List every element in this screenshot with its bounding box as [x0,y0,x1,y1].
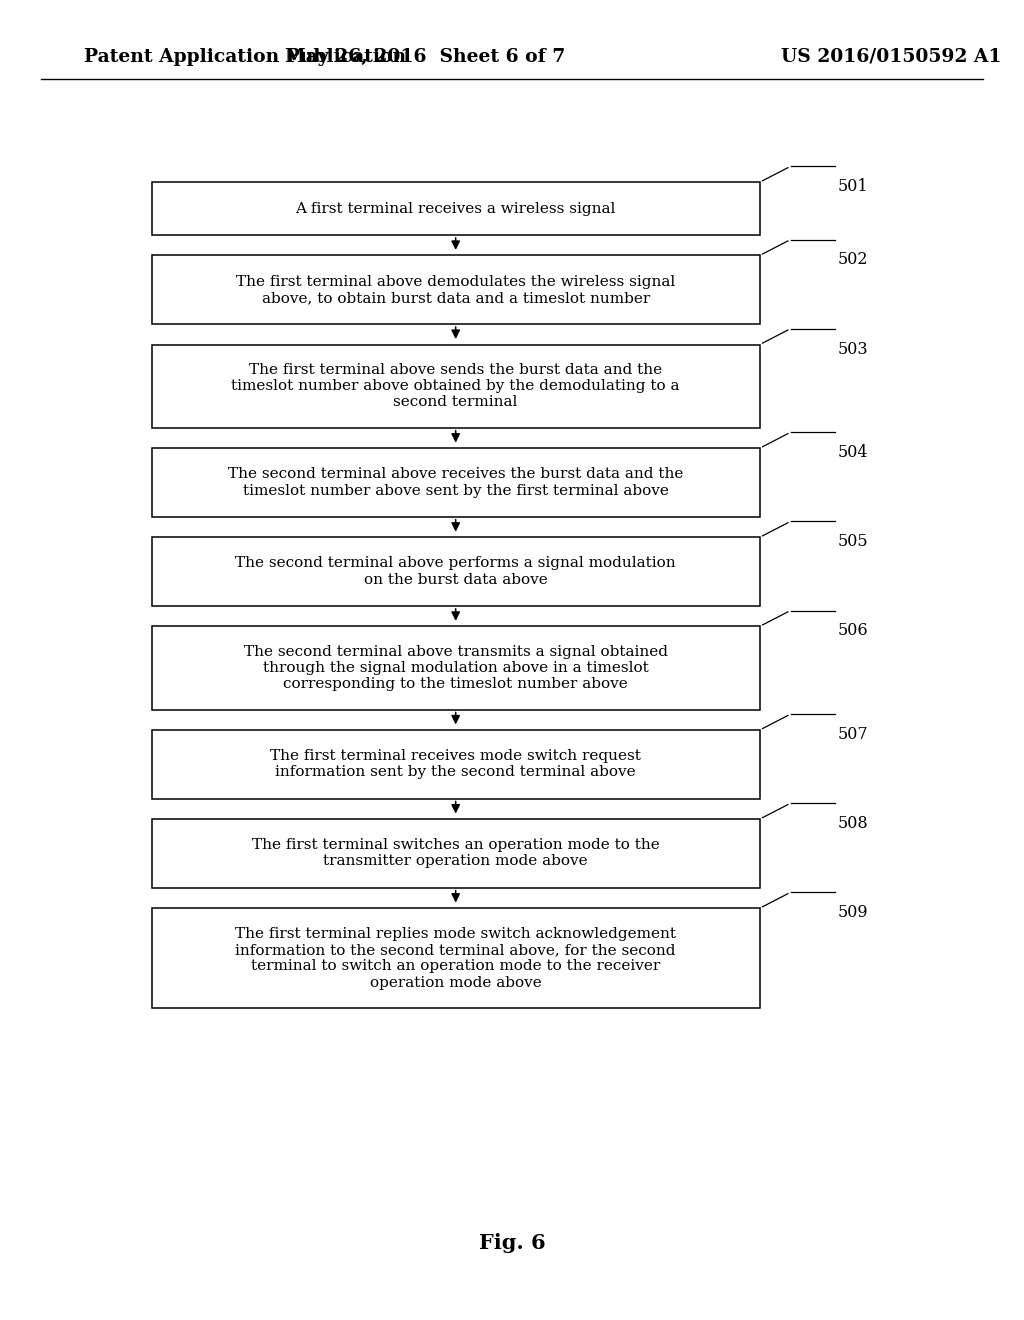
Text: Patent Application Publication: Patent Application Publication [84,48,407,66]
Bar [152,730,760,799]
Text: Fig. 6: Fig. 6 [478,1233,546,1254]
Bar [152,449,760,517]
Bar [152,908,760,1008]
Bar [152,818,760,888]
Text: 504: 504 [838,444,868,461]
Text: The second terminal above receives the burst data and the
timeslot number above : The second terminal above receives the b… [228,467,683,498]
Text: 508: 508 [838,816,868,832]
Text: The first terminal above sends the burst data and the
timeslot number above obta: The first terminal above sends the burst… [231,363,680,409]
Text: 503: 503 [838,341,868,358]
Text: 509: 509 [838,904,868,921]
Text: May 26, 2016  Sheet 6 of 7: May 26, 2016 Sheet 6 of 7 [285,48,565,66]
Bar [152,537,760,606]
Text: The second terminal above transmits a signal obtained
through the signal modulat: The second terminal above transmits a si… [244,644,668,692]
Bar [152,345,760,428]
Bar [152,182,760,235]
Text: A first terminal receives a wireless signal: A first terminal receives a wireless sig… [296,202,615,215]
Text: The first terminal switches an operation mode to the
transmitter operation mode : The first terminal switches an operation… [252,838,659,869]
Text: 506: 506 [838,623,868,639]
Text: 507: 507 [838,726,868,743]
Text: US 2016/0150592 A1: US 2016/0150592 A1 [780,48,1001,66]
Text: The first terminal above demodulates the wireless signal
above, to obtain burst : The first terminal above demodulates the… [237,275,675,305]
Bar [152,627,760,710]
Text: 501: 501 [838,178,868,195]
Bar [152,256,760,325]
Text: 502: 502 [838,251,868,268]
Text: The first terminal receives mode switch request
information sent by the second t: The first terminal receives mode switch … [270,750,641,779]
Text: The first terminal replies mode switch acknowledgement
information to the second: The first terminal replies mode switch a… [236,927,676,990]
Text: The second terminal above performs a signal modulation
on the burst data above: The second terminal above performs a sig… [236,557,676,586]
Text: 505: 505 [838,533,868,550]
